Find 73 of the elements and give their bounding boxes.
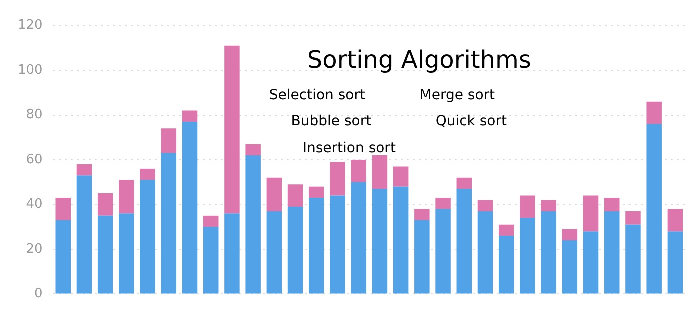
bar [246, 144, 261, 156]
bar [288, 184, 304, 207]
bar [140, 180, 156, 294]
bar [562, 240, 578, 294]
y-tick-label: 80 [26, 108, 43, 123]
bar [161, 128, 177, 154]
bar [119, 180, 134, 214]
bar [498, 236, 514, 294]
y-tick-label: 0 [34, 286, 43, 302]
bar [98, 216, 114, 294]
bar [182, 110, 198, 122]
bar [119, 214, 134, 294]
bar [436, 209, 451, 294]
bar [414, 220, 430, 294]
bar [203, 227, 219, 294]
annotation: Bubble sort [291, 113, 372, 130]
bar [76, 176, 92, 294]
y-tick-label: 60 [26, 152, 43, 168]
bar [330, 196, 346, 294]
bar [414, 209, 430, 220]
bar [668, 209, 684, 232]
bar [182, 122, 198, 294]
bar [626, 224, 641, 294]
bar [330, 162, 346, 196]
bar [478, 211, 494, 294]
bar [456, 178, 472, 190]
bar [478, 200, 494, 212]
bar [351, 160, 366, 182]
bar [541, 211, 556, 294]
bar [203, 216, 219, 228]
text: Sorting Algorithms [307, 46, 532, 74]
bar [98, 194, 114, 216]
bar [436, 198, 451, 210]
bar [372, 189, 388, 294]
annotation: Insertion sort [302, 140, 396, 156]
bar [224, 214, 240, 294]
bar [626, 211, 641, 225]
bar [604, 198, 620, 212]
y-tick-label: 120 [18, 18, 43, 34]
bar [309, 198, 324, 294]
bar [456, 189, 472, 294]
bar [604, 211, 620, 294]
bar [56, 220, 71, 294]
bar [224, 46, 240, 214]
bar [668, 232, 684, 294]
bar [372, 156, 388, 190]
bar [646, 124, 662, 294]
annotation: Merge sort [420, 87, 496, 104]
bar [140, 168, 156, 180]
bar [520, 218, 536, 294]
bar [288, 206, 304, 294]
bar [393, 186, 409, 294]
bar [161, 153, 177, 294]
bar [583, 196, 599, 232]
bar [646, 102, 662, 124]
y-tick-label: 20 [26, 242, 43, 257]
bar [266, 178, 282, 212]
bar [56, 198, 71, 220]
bar [498, 224, 514, 236]
bar [520, 196, 536, 218]
bar [351, 182, 366, 294]
bar [541, 200, 556, 212]
bar [393, 166, 409, 187]
annotation: Selection sort [269, 87, 366, 104]
bar [246, 156, 261, 294]
bar [309, 186, 324, 198]
y-tick-label: 40 [26, 197, 43, 212]
annotation: Quick sort [436, 113, 508, 130]
bar [562, 229, 578, 241]
bar [583, 232, 599, 294]
bar [266, 211, 282, 294]
y-tick-label: 100 [18, 62, 43, 78]
bar [76, 164, 92, 176]
